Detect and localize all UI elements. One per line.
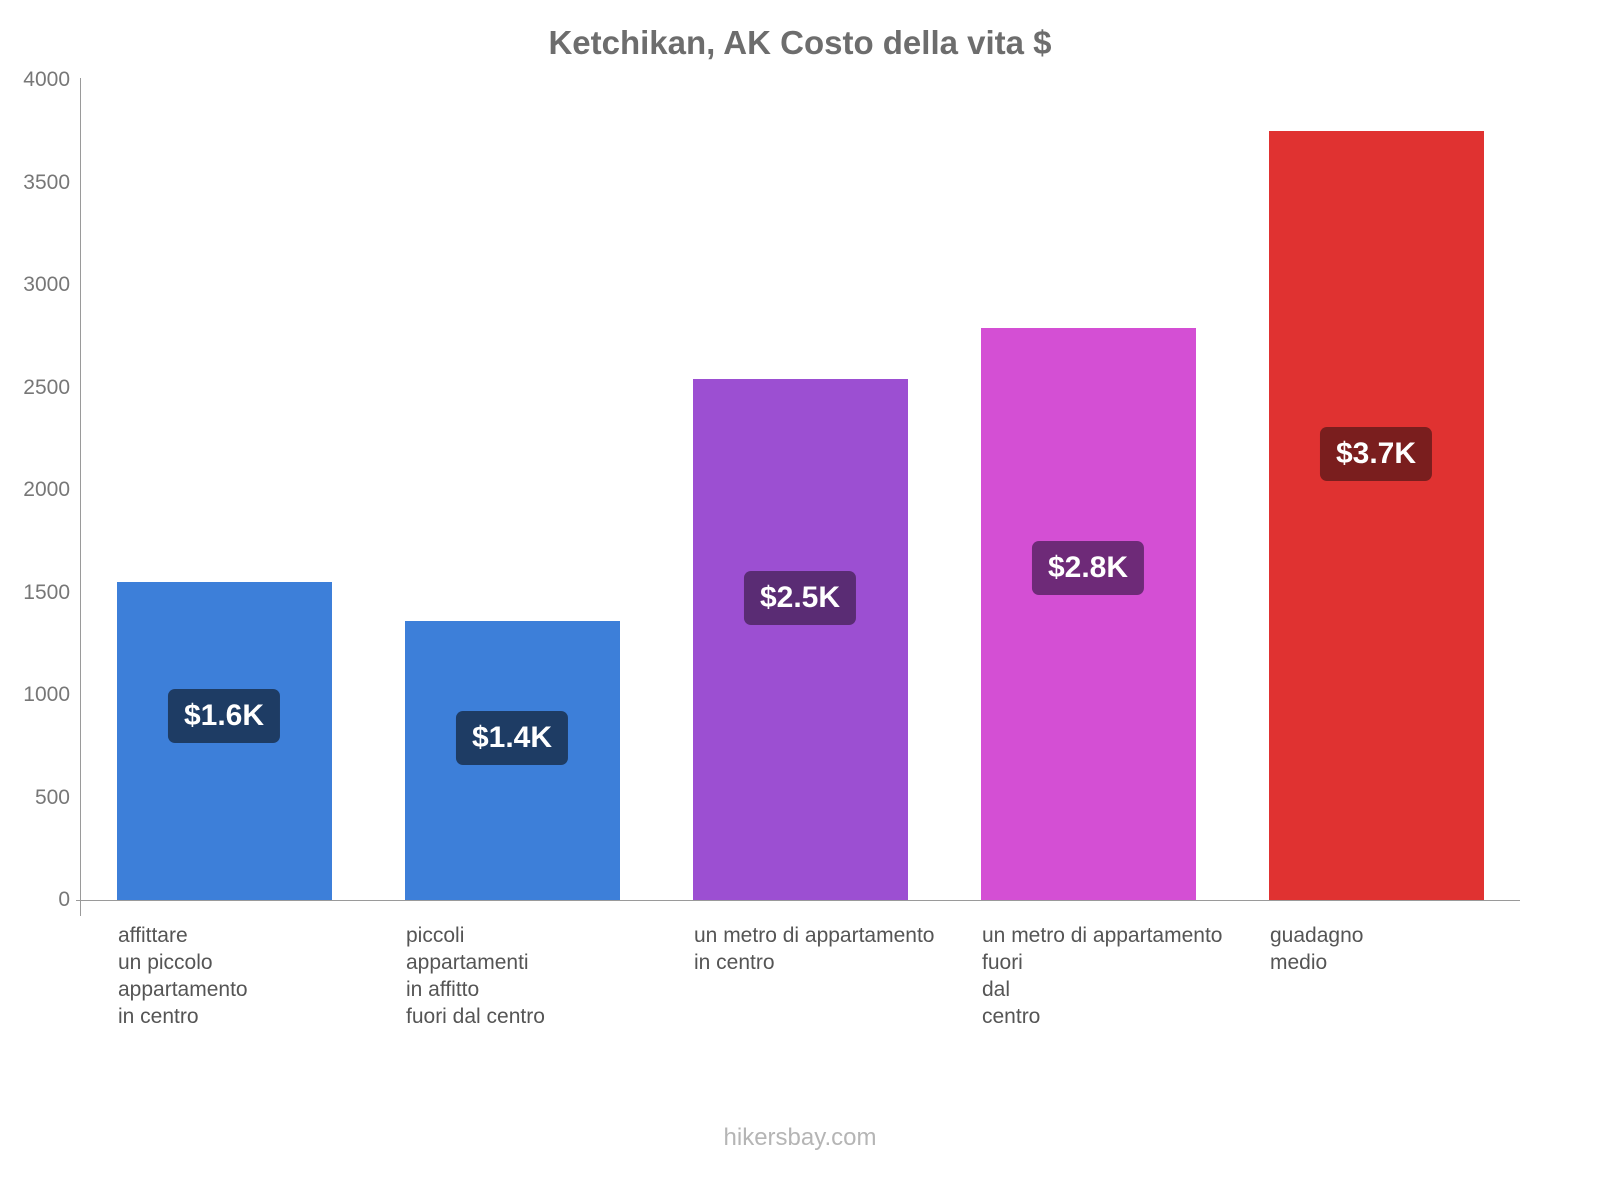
plot-area: $1.6K $1.4K $2.5K $2.8K $3.7K	[80, 80, 1520, 900]
y-tick-label: 0	[58, 888, 70, 911]
y-tick-label: 2500	[23, 375, 70, 399]
value-badge: $1.4K	[455, 711, 569, 766]
y-tick-label: 3000	[23, 273, 70, 296]
bar-1[interactable]: $1.6K	[116, 582, 332, 900]
chart-title: Ketchikan, AK Costo della vita $	[548, 24, 1052, 61]
y-tick-label: 3500	[23, 170, 70, 194]
bar-5[interactable]: $3.7K	[1268, 131, 1484, 900]
bar-4[interactable]: $2.8K	[980, 328, 1196, 900]
category-label-4: un metro di appartamento fuori dal centro	[982, 924, 1223, 1028]
x-axis-line	[76, 900, 1520, 901]
bar-2[interactable]: $1.4K	[404, 621, 620, 900]
x-axis-category-labels: affittare un piccolo appartamento in centro…	[80, 922, 1520, 1030]
y-tick-label: 4000	[23, 68, 70, 91]
category-label-1: affittare un piccolo appartamento in centro	[118, 924, 248, 1028]
watermark-text: hikersbay.com	[723, 1124, 877, 1151]
category-label-3: un metro di appartamento in centro	[694, 924, 935, 974]
category-label-5: guadagno medio	[1270, 924, 1364, 974]
value-badge: $2.8K	[1031, 541, 1145, 596]
y-tick-label: 1500	[23, 580, 70, 604]
y-axis-line	[80, 78, 81, 916]
bar-3[interactable]: $2.5K	[692, 379, 908, 900]
value-badge: $2.5K	[743, 571, 857, 626]
value-badge: $3.7K	[1319, 427, 1433, 482]
category-label-2: piccoli appartamenti in affitto fuori dal c…	[406, 924, 545, 1028]
y-tick-label: 500	[34, 785, 70, 809]
y-tick-label: 1000	[23, 683, 70, 706]
y-tick-label: 2000	[23, 478, 70, 501]
value-badge: $1.6K	[167, 688, 281, 743]
